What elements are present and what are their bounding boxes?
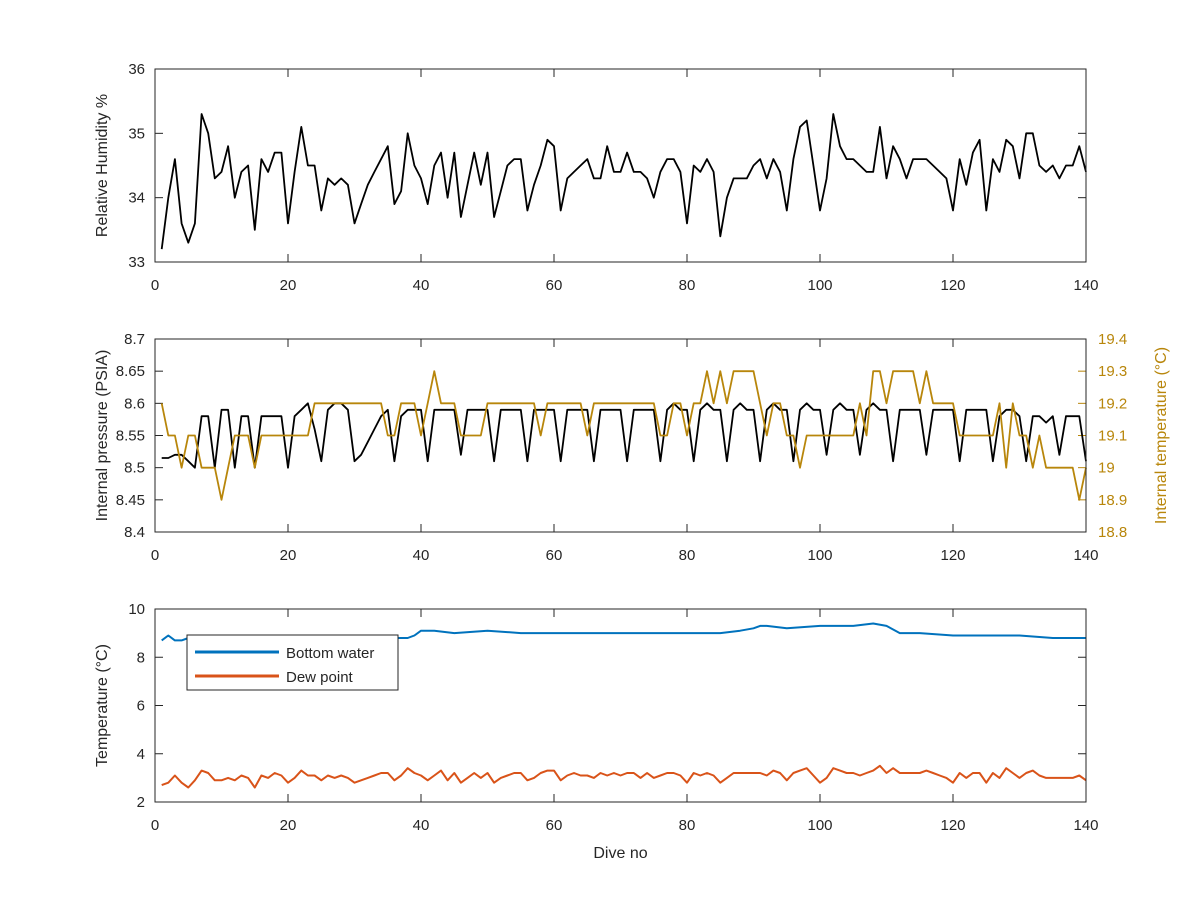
x-tick-label: 40 — [413, 547, 430, 564]
x-tick-label: 60 — [546, 547, 563, 564]
legend: Bottom water Dew point — [186, 634, 399, 691]
temperature-y-axis-label: Temperature (°C) — [94, 644, 111, 767]
y2-tick-label: 18.9 — [1098, 492, 1127, 509]
y2-tick-label: 19.4 — [1098, 331, 1127, 348]
y-tick-label: 36 — [128, 61, 145, 78]
y-tick-label: 8.7 — [124, 331, 145, 348]
humidity-y-axis-label: Relative Humidity % — [94, 94, 111, 237]
legend-label-dew-point: Dew point — [286, 669, 354, 686]
y-tick-label: 10 — [128, 601, 145, 618]
legend-box — [186, 634, 399, 691]
x-tick-label: 140 — [1073, 817, 1098, 834]
temperature-axes-frame — [154, 608, 1087, 803]
x-tick-label: 120 — [940, 817, 965, 834]
pressure-panel: 0 20 40 60 80 100 120 140 8.4 8.45 8.5 8.55 8.6 8.65 8… — [94, 331, 1170, 564]
series-line-1 — [161, 764, 1087, 789]
y2-tick-label: 19.1 — [1098, 428, 1127, 445]
pressure-lines — [160, 370, 1087, 501]
x-tick-label: 140 — [1073, 547, 1098, 564]
y-tick-label: 8.65 — [116, 363, 145, 380]
x-tick-label: 120 — [940, 547, 965, 564]
x-tick-label: 0 — [151, 277, 159, 294]
y-tick-label: 8.5 — [124, 460, 145, 477]
x-tick-label: 40 — [413, 817, 430, 834]
y-tick-label: 35 — [128, 125, 145, 142]
humidity-panel: 0 20 40 60 80 100 120 140 33 34 35 36 Relative Humi… — [94, 61, 1099, 294]
internal-temperature-y-axis-label: Internal temperature (°C) — [1153, 347, 1170, 524]
x-tick-label: 20 — [280, 547, 297, 564]
y-tick-label: 8.6 — [124, 395, 145, 412]
x-tick-label: 60 — [546, 817, 563, 834]
legend-label-bottom-water: Bottom water — [286, 645, 374, 662]
x-tick-label: 40 — [413, 277, 430, 294]
y-tick-label: 4 — [137, 746, 145, 763]
pressure-ticks: 0 20 40 60 80 100 120 140 8.4 8.45 8.5 8.55 8.6 8.65 8… — [116, 331, 1127, 564]
x-tick-label: 80 — [679, 277, 696, 294]
y-tick-label: 8.4 — [124, 524, 145, 541]
y2-tick-label: 19.2 — [1098, 395, 1127, 412]
series-line-0 — [160, 113, 1087, 250]
x-tick-label: 100 — [807, 277, 832, 294]
x-tick-label: 0 — [151, 817, 159, 834]
x-tick-label: 80 — [679, 547, 696, 564]
humidity-lines — [160, 113, 1087, 250]
pressure-y-axis-label: Internal pressure (PSIA) — [94, 350, 111, 522]
x-tick-label: 80 — [679, 817, 696, 834]
y-tick-label: 8.55 — [116, 428, 145, 445]
x-tick-label: 20 — [280, 277, 297, 294]
pressure-axes-frame — [154, 338, 1087, 533]
x-tick-label: 140 — [1073, 277, 1098, 294]
humidity-axes-frame — [154, 68, 1087, 263]
y-tick-label: 6 — [137, 698, 145, 715]
y-tick-label: 33 — [128, 254, 145, 271]
y2-tick-label: 19.3 — [1098, 363, 1127, 380]
y-tick-label: 34 — [128, 190, 145, 207]
dive-no-x-axis-label: Dive no — [593, 845, 647, 862]
temperature-panel: 0 20 40 60 80 100 120 140 2 4 6 8 10 Temperature (°C… — [94, 601, 1099, 862]
x-tick-label: 20 — [280, 817, 297, 834]
x-tick-label: 60 — [546, 277, 563, 294]
y2-tick-label: 18.8 — [1098, 524, 1127, 541]
y-tick-label: 8.45 — [116, 492, 145, 509]
x-tick-label: 100 — [807, 547, 832, 564]
y-tick-label: 2 — [137, 794, 145, 811]
y2-tick-label: 19 — [1098, 460, 1115, 477]
x-tick-label: 100 — [807, 817, 832, 834]
y-tick-label: 8 — [137, 649, 145, 666]
humidity-ticks: 0 20 40 60 80 100 120 140 33 34 35 36 — [128, 61, 1098, 294]
x-tick-label: 120 — [940, 277, 965, 294]
series-line-0 — [161, 402, 1087, 469]
x-tick-label: 0 — [151, 547, 159, 564]
series-line-1 — [160, 370, 1087, 501]
